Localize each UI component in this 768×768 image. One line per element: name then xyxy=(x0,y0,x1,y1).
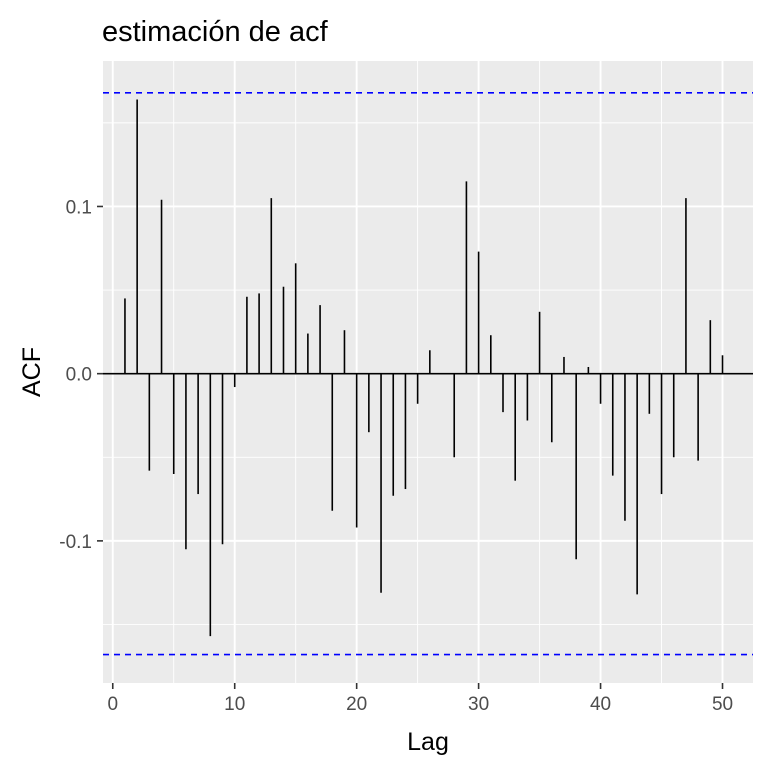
x-axis-ticks: 0 10 20 30 40 50 xyxy=(107,683,733,715)
minor-gridlines xyxy=(103,61,753,683)
y-tick-label: -0.1 xyxy=(59,532,92,553)
acf-bars xyxy=(124,99,724,637)
chart-title: estimación de acf xyxy=(102,16,329,48)
x-tick-label: 50 xyxy=(712,694,733,715)
x-tick-label: 30 xyxy=(468,694,489,715)
y-axis-ticks: -0.1 0.0 0.1 xyxy=(59,197,103,553)
plot-panel xyxy=(103,61,753,683)
x-tick-label: 20 xyxy=(346,694,367,715)
y-tick-label: 0.1 xyxy=(66,197,92,218)
x-tick-label: 40 xyxy=(590,694,611,715)
y-tick-label: 0.0 xyxy=(66,365,92,386)
x-tick-label: 0 xyxy=(107,694,118,715)
y-axis-title: ACF xyxy=(18,347,46,397)
x-axis-title: Lag xyxy=(407,728,449,756)
confidence-bounds xyxy=(103,91,753,656)
x-tick-label: 10 xyxy=(224,694,245,715)
